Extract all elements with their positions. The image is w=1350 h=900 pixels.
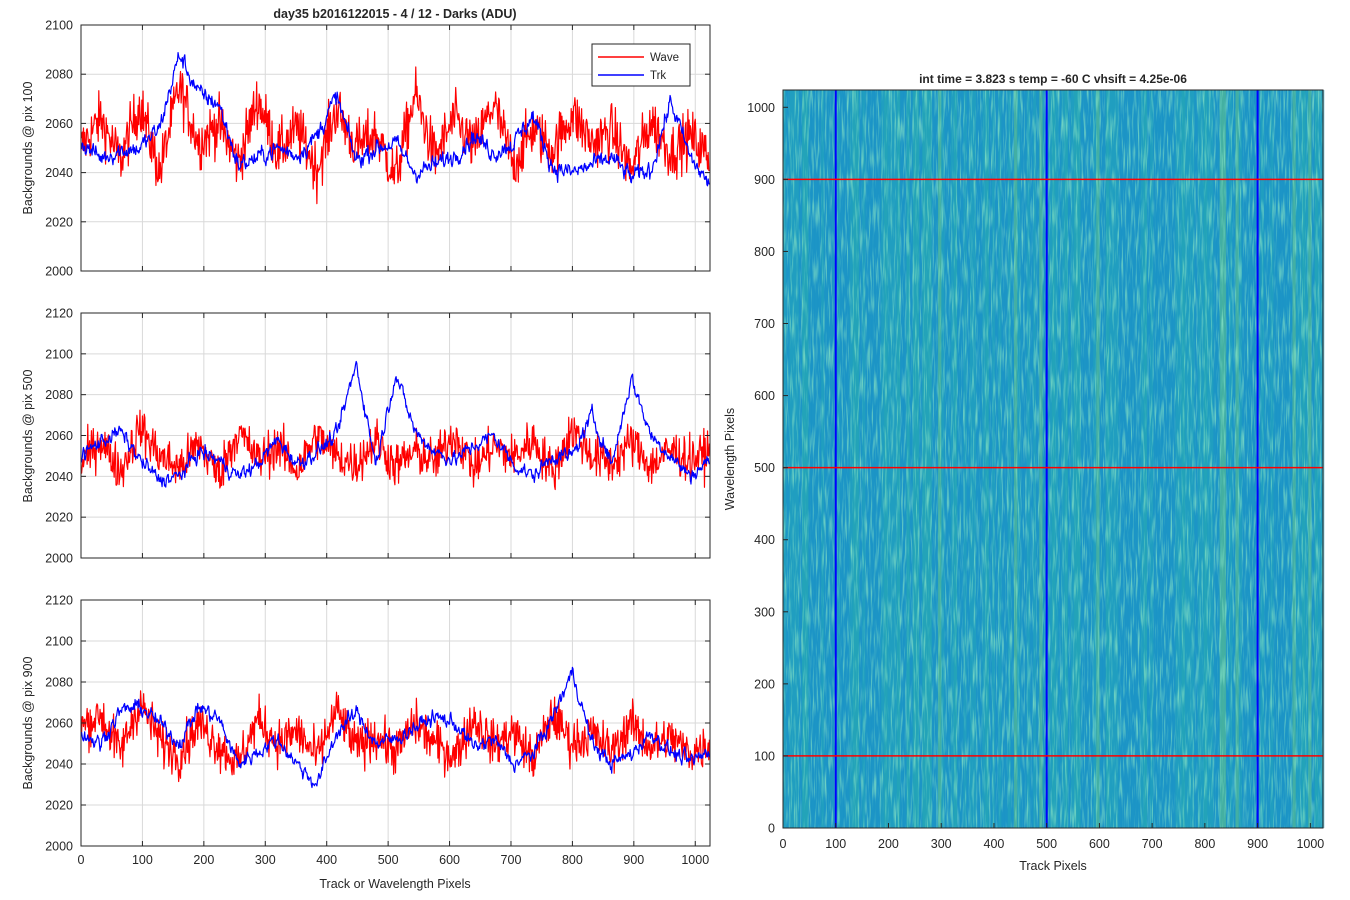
y-axis-label: Backgrounds @ pix 900	[21, 657, 35, 790]
y-tick-label: 400	[754, 533, 775, 547]
y-tick-label: 0	[768, 822, 775, 836]
tick-layer: 0 100 200 300 400 500 600 700 800 900 1000 2000 2020…	[45, 594, 710, 867]
x-tick-label: 300	[255, 853, 276, 867]
y-tick-label: 2100	[45, 347, 73, 361]
y-tick-label: 500	[754, 461, 775, 475]
y-tick-label: 2120	[45, 594, 73, 608]
series-line-wave	[81, 66, 710, 205]
y-tick-label: 2040	[45, 470, 73, 484]
series-layer	[81, 51, 710, 205]
series-layer	[81, 360, 710, 491]
chart-title: int time = 3.823 s temp = -60 C vhsift =…	[919, 72, 1187, 86]
y-tick-label: 2020	[45, 215, 73, 229]
x-tick-label: 1000	[1296, 837, 1324, 851]
x-tick-label: 700	[1142, 837, 1163, 851]
axes-box	[80, 24, 711, 272]
x-tick-label: 100	[132, 853, 153, 867]
y-tick-label: 2060	[45, 117, 73, 131]
y-tick-label: 800	[754, 245, 775, 259]
y-tick-label: 100	[754, 749, 775, 763]
y-tick-label: 2100	[45, 635, 73, 649]
x-tick-label: 500	[1036, 837, 1057, 851]
series-layer	[81, 666, 710, 789]
y-tick-label: 2060	[45, 717, 73, 731]
y-axis-label: Backgrounds @ pix 100	[21, 82, 35, 215]
x-tick-label: 0	[78, 853, 85, 867]
x-tick-label: 300	[931, 837, 952, 851]
y-tick-label: 2040	[45, 758, 73, 772]
legend-box	[591, 43, 691, 87]
x-tick-label: 800	[562, 853, 583, 867]
y-tick-label: 2000	[45, 840, 73, 854]
line-panel-pix-100: 2000 2020 2040 2060 2080 2100 day35 b20161220…	[21, 7, 711, 279]
series-line-trk	[81, 666, 710, 789]
heatmap-panel: 0 100 200 300 400 500 600 700 800 900 1000 0 100 200 3…	[723, 72, 1325, 873]
y-tick-label: 2020	[45, 799, 73, 813]
series-line-wave	[81, 690, 710, 783]
y-tick-label: 600	[754, 389, 775, 403]
x-tick-label: 600	[1089, 837, 1110, 851]
x-tick-label: 400	[316, 853, 337, 867]
x-tick-label: 500	[378, 853, 399, 867]
x-tick-label: 1000	[681, 853, 709, 867]
y-tick-label: 2120	[45, 307, 73, 321]
x-tick-label: 100	[825, 837, 846, 851]
y-tick-label: 2020	[45, 511, 73, 525]
x-tick-label: 600	[439, 853, 460, 867]
tick-layer: 2000 2020 2040 2060 2080 2100 2120	[45, 307, 710, 566]
y-tick-label: 900	[754, 173, 775, 187]
y-tick-label: 2000	[45, 265, 73, 279]
y-tick-label: 2040	[45, 166, 73, 180]
x-tick-label: 200	[878, 837, 899, 851]
y-tick-label: 2000	[45, 552, 73, 566]
heatmap-texture	[783, 90, 1323, 828]
legend-label-wave: Wave	[650, 52, 679, 64]
y-tick-label: 700	[754, 317, 775, 331]
y-tick-label: 1000	[747, 101, 775, 115]
y-tick-label: 2080	[45, 388, 73, 402]
x-tick-label: 400	[984, 837, 1005, 851]
x-tick-label: 900	[1247, 837, 1268, 851]
y-tick-label: 2080	[45, 68, 73, 82]
y-tick-label: 300	[754, 605, 775, 619]
y-axis-label: Wavelength Pixels	[723, 408, 737, 510]
grid-layer	[81, 313, 710, 558]
line-panel-pix-500: 2000 2020 2040 2060 2080 2100 2120 Backgrounds…	[21, 307, 711, 566]
legend: Wave Trk	[591, 43, 691, 87]
series-line-trk	[81, 360, 710, 488]
x-tick-label: 700	[501, 853, 522, 867]
y-tick-label: 200	[754, 677, 775, 691]
legend-label-trk: Trk	[650, 70, 666, 82]
x-axis-label: Track Pixels	[1019, 859, 1087, 873]
x-tick-label: 200	[193, 853, 214, 867]
axes-box	[782, 89, 1324, 829]
series-line-trk	[81, 51, 710, 187]
tick-layer: 2000 2020 2040 2060 2080 2100	[45, 19, 710, 279]
y-tick-label: 2060	[45, 429, 73, 443]
x-tick-label: 0	[780, 837, 787, 851]
x-tick-label: 800	[1194, 837, 1215, 851]
x-axis-label: Track or Wavelength Pixels	[319, 877, 470, 891]
tick-layer: 0 100 200 300 400 500 600 700 800 900 1000 0 100 200 3…	[747, 101, 1324, 851]
y-tick-label: 2080	[45, 676, 73, 690]
y-tick-label: 2100	[45, 19, 73, 33]
heatmap-overlay-lines	[783, 90, 1323, 828]
chart-title: day35 b2016122015 - 4 / 12 - Darks (ADU)	[273, 7, 516, 21]
y-axis-label: Backgrounds @ pix 500	[21, 370, 35, 503]
grid-layer	[81, 600, 710, 846]
x-tick-label: 900	[623, 853, 644, 867]
line-panel-pix-900: 0 100 200 300 400 500 600 700 800 900 1000 2000 2020…	[21, 594, 711, 891]
